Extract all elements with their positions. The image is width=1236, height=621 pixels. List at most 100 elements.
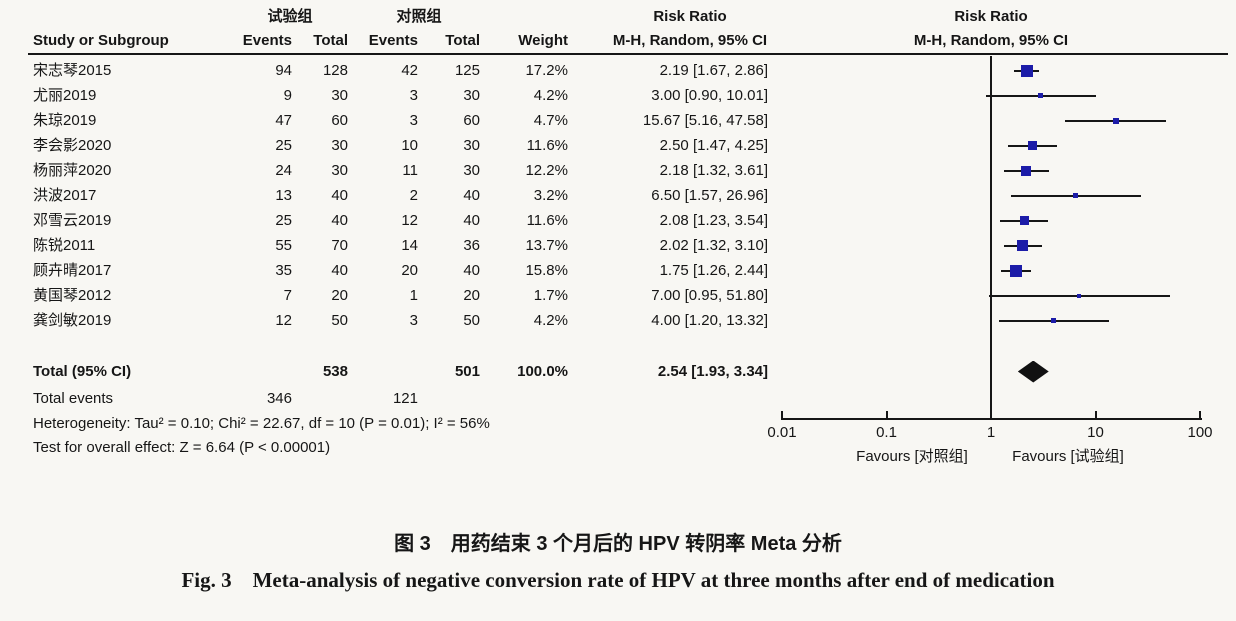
- study-name: 朱琼2019: [33, 112, 97, 129]
- study-ci-label: 4.00 [1.20, 13.32]: [651, 312, 768, 329]
- total-ctrl-n: 501: [454, 363, 480, 380]
- study-exp-events: 25: [275, 212, 292, 229]
- experimental-group-header: 试验组: [267, 8, 313, 25]
- study-ctrl-total: 30: [463, 87, 480, 104]
- study-exp-total: 70: [331, 237, 348, 254]
- study-ctrl-total: 50: [463, 312, 480, 329]
- point-estimate-square: [1051, 318, 1057, 323]
- x-axis-tick-label: 1: [986, 424, 996, 441]
- figure-caption-chinese: 图 3 用药结束 3 个月后的 HPV 转阴率 Meta 分析: [394, 533, 842, 555]
- study-exp-events: 12: [275, 312, 292, 329]
- null-effect-line: [990, 56, 992, 420]
- x-axis-tick-label: 100: [1187, 424, 1213, 441]
- pooled-effect-diamond: [1017, 360, 1049, 383]
- header-rule: [28, 53, 1228, 55]
- study-ci-label: 6.50 [1.57, 26.96]: [651, 187, 768, 204]
- study-weight-label: 4.7%: [533, 112, 568, 129]
- column-header-total-ctrl: Total: [445, 32, 480, 49]
- study-ci-label: 2.08 [1.23, 3.54]: [659, 212, 768, 229]
- x-axis-tick: [885, 411, 888, 420]
- column-header-study: Study or Subgroup: [33, 32, 169, 49]
- study-name: 陈锐2011: [33, 237, 96, 254]
- study-exp-events: 94: [275, 62, 292, 79]
- study-name: 宋志琴2015: [33, 62, 112, 79]
- study-exp-events: 25: [275, 137, 292, 154]
- study-ci-label: 2.50 [1.47, 4.25]: [659, 137, 768, 154]
- study-name: 龚剑敏2019: [33, 312, 112, 329]
- x-axis-tick: [781, 411, 783, 420]
- study-ctrl-total: 30: [463, 162, 480, 179]
- study-ctrl-events: 3: [409, 87, 418, 104]
- study-exp-total: 20: [331, 287, 348, 304]
- control-group-header: 对照组: [396, 8, 442, 25]
- study-ci-label: 2.02 [1.32, 3.10]: [659, 237, 768, 254]
- study-ctrl-total: 40: [463, 262, 480, 279]
- heterogeneity-stats: Heterogeneity: Tau² = 0.10; Chi² = 22.67…: [33, 415, 490, 432]
- study-exp-total: 50: [331, 312, 348, 329]
- study-weight-label: 3.2%: [533, 187, 568, 204]
- study-exp-events: 35: [275, 262, 292, 279]
- study-weight-label: 13.7%: [525, 237, 568, 254]
- study-weight-label: 1.7%: [533, 287, 568, 304]
- study-ctrl-events: 3: [409, 312, 418, 329]
- study-ctrl-events: 1: [409, 287, 418, 304]
- study-ctrl-events: 14: [401, 237, 418, 254]
- column-header-events-ctrl: Events: [368, 32, 418, 49]
- total-events-ctrl: 121: [392, 390, 418, 407]
- study-ci-label: 2.18 [1.32, 3.61]: [659, 162, 768, 179]
- study-ci-label: 15.67 [5.16, 47.58]: [642, 112, 768, 129]
- total-events-exp: 346: [266, 390, 292, 407]
- x-axis-tick: [1199, 411, 1201, 420]
- point-estimate-square: [1017, 240, 1029, 251]
- study-name: 顾卉晴2017: [33, 262, 112, 279]
- study-name: 黄国琴2012: [33, 287, 112, 304]
- study-exp-events: 55: [275, 237, 292, 254]
- study-ctrl-events: 11: [402, 162, 418, 179]
- total-label: Total (95% CI): [33, 363, 132, 380]
- x-axis-line: [782, 418, 1202, 420]
- point-estimate-square: [1019, 216, 1029, 225]
- favours-left-label: Favours [对照组]: [856, 448, 968, 465]
- x-axis-tick: [990, 411, 992, 420]
- study-ctrl-total: 125: [454, 62, 480, 79]
- point-estimate-square: [1112, 117, 1119, 124]
- study-ctrl-events: 42: [401, 62, 418, 79]
- study-ctrl-events: 3: [409, 112, 418, 129]
- risk-ratio-title-plot-column: Risk Ratio: [954, 8, 1028, 25]
- study-name: 洪波2017: [33, 187, 97, 204]
- study-ci-label: 3.00 [0.90, 10.01]: [651, 87, 768, 104]
- point-estimate-square: [1073, 193, 1079, 198]
- point-estimate-square: [1077, 293, 1082, 298]
- study-ctrl-total: 40: [463, 187, 480, 204]
- study-weight-label: 11.6%: [526, 137, 568, 154]
- risk-ratio-title-text-column: Risk Ratio: [653, 8, 727, 25]
- study-ctrl-total: 60: [463, 112, 480, 129]
- study-weight-label: 12.2%: [525, 162, 568, 179]
- study-ctrl-total: 40: [463, 212, 480, 229]
- study-ctrl-total: 20: [463, 287, 480, 304]
- study-exp-total: 40: [331, 262, 348, 279]
- figure-caption-english: Fig. 3 Meta-analysis of negative convers…: [181, 568, 1055, 592]
- study-name: 杨丽萍2020: [33, 162, 112, 179]
- point-estimate-square: [1028, 141, 1038, 150]
- study-name: 邓雪云2019: [33, 212, 112, 229]
- x-axis-tick: [1094, 411, 1097, 420]
- study-exp-events: 13: [275, 187, 292, 204]
- study-exp-total: 30: [331, 87, 348, 104]
- study-weight-label: 11.6%: [526, 212, 568, 229]
- study-exp-total: 128: [322, 62, 348, 79]
- favours-right-label: Favours [试验组]: [1012, 448, 1124, 465]
- study-exp-total: 40: [331, 187, 348, 204]
- study-name: 尤丽2019: [33, 87, 97, 104]
- column-header-ci-plot: M-H, Random, 95% CI: [913, 32, 1069, 49]
- study-ctrl-events: 2: [409, 187, 418, 204]
- study-ci-label: 7.00 [0.95, 51.80]: [651, 287, 768, 304]
- point-estimate-square: [1020, 64, 1033, 77]
- point-estimate-square: [1021, 165, 1032, 176]
- column-header-events-exp: Events: [242, 32, 292, 49]
- column-header-ci-text: M-H, Random, 95% CI: [612, 32, 768, 49]
- study-weight-label: 17.2%: [525, 62, 568, 79]
- column-header-total-exp: Total: [313, 32, 348, 49]
- study-exp-total: 30: [331, 162, 348, 179]
